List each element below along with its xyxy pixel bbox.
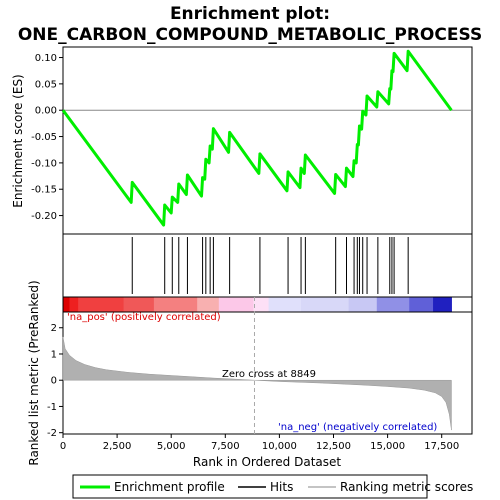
zero-cross-label: Zero cross at 8849: [222, 369, 316, 380]
x-tick-label: 2,500: [103, 441, 132, 452]
heatmap-segment: [253, 297, 270, 312]
x-tick-label: 15,000: [370, 441, 405, 452]
heatmap-segment: [197, 297, 220, 312]
es-y-tick-label: -0.10: [31, 158, 57, 169]
x-tick-label: 10,000: [262, 441, 297, 452]
es-y-tick-label: -0.20: [31, 211, 57, 222]
heatmap-segment: [376, 297, 410, 312]
x-axis: 0 2,500 5,000 7,500 10,000 12,500 15,000 17,500: [60, 434, 459, 452]
hits-panel: [62, 233, 473, 298]
pos-correlated-label: 'na_pos' (positively correlated): [67, 312, 221, 323]
heatmap-segment: [218, 297, 254, 312]
hit-markers: [131, 237, 409, 294]
heatmap-segment: [123, 297, 155, 312]
es-y-tick-label: -0.15: [31, 185, 57, 196]
es-y-tick-label: 0.00: [35, 106, 57, 117]
chart-title-line2: ONE_CARBON_COMPOUND_METABOLIC_PROCESS: [18, 25, 482, 45]
heatmap-segment: [301, 297, 350, 312]
heatmap-segment: [153, 297, 198, 312]
rank-y-tick-label: 0: [51, 376, 57, 387]
enrichment-profile-path: [61, 49, 453, 227]
x-tick-label: 7,500: [211, 441, 240, 452]
es-y-axis: 0.10 0.05 0.00 -0.05 -0.10 -0.15 -0.20: [31, 53, 63, 222]
heatmap-segment: [69, 297, 79, 312]
enrichment-profile-line: [61, 49, 453, 227]
ranking-heatmap-bar: [63, 297, 452, 312]
ranking-metric-area: [62, 336, 452, 431]
x-axis-label: Rank in Ordered Dataset: [193, 455, 341, 469]
legend-hits-label: Hits: [270, 480, 293, 494]
x-tick-label: 0: [60, 441, 66, 452]
chart-title-line1: Enrichment plot:: [170, 4, 330, 24]
es-y-axis-label: Enrichment score (ES): [11, 74, 25, 207]
rank-y-tick-label: 1: [51, 349, 57, 360]
x-tick-label: 12,500: [316, 441, 351, 452]
neg-correlated-label: 'na_neg' (negatively correlated): [278, 422, 437, 433]
x-tick-label: 17,500: [424, 441, 459, 452]
es-y-tick-label: 0.05: [35, 79, 57, 90]
ranking-metric-fill: [62, 336, 452, 431]
es-y-tick-label: 0.10: [35, 53, 57, 64]
es-y-tick-label: -0.05: [31, 132, 57, 143]
heatmap-segment: [78, 297, 125, 312]
rank-y-axis-label: Ranked list metric (PreRanked): [27, 280, 41, 465]
x-tick-label: 5,000: [157, 441, 186, 452]
rank-y-tick-label: -1: [47, 402, 57, 413]
heatmap-segment: [433, 297, 452, 312]
legend-ranking-label: Ranking metric scores: [340, 480, 473, 494]
heatmap-segment: [409, 297, 434, 312]
heatmap-segment: [348, 297, 378, 312]
rank-y-tick-label: 2: [51, 323, 57, 334]
rank-y-axis: 2 1 0 -1 -2: [47, 323, 63, 439]
heatmap-segment: [63, 297, 70, 312]
rank-y-tick-label: -2: [47, 428, 57, 439]
heatmap-segment: [268, 297, 302, 312]
legend: Enrichment profile Hits Ranking metric s…: [72, 474, 473, 499]
legend-enrichment-label: Enrichment profile: [114, 480, 225, 494]
es-panel: [62, 46, 473, 235]
